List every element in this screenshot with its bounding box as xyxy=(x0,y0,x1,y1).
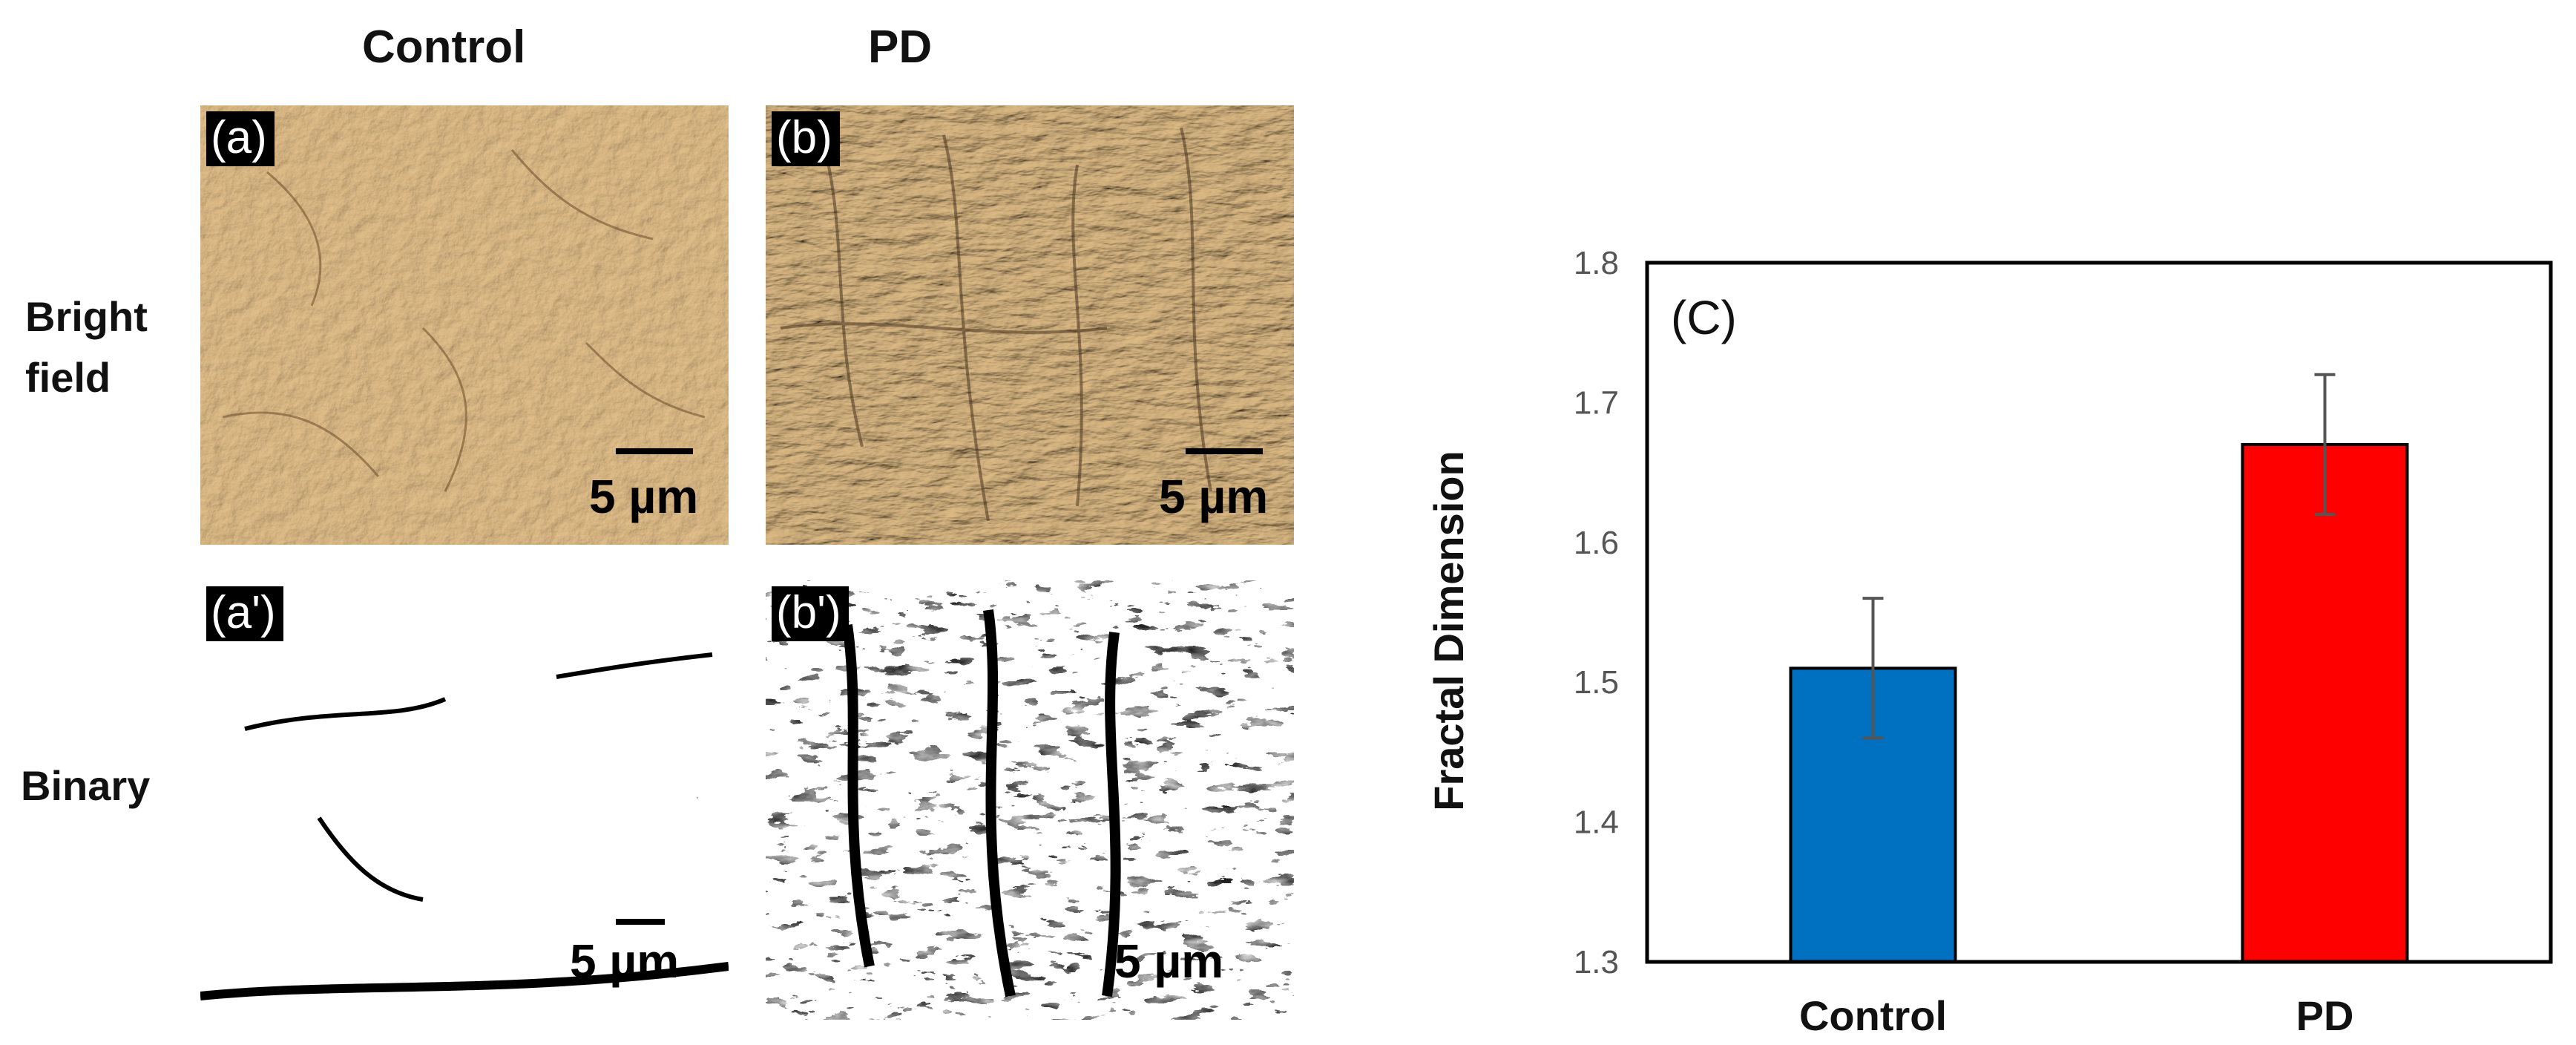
row-label-binary: Binary xyxy=(21,762,151,809)
plot-frame xyxy=(1645,261,2553,964)
x-tick-label-control: Control xyxy=(1799,992,1947,1039)
panel-tag-b-prime: (b') xyxy=(772,586,849,641)
scale-bar-b xyxy=(1186,448,1263,454)
column-heading-pd: PD xyxy=(868,22,933,73)
binary-image-pd xyxy=(766,580,1294,1020)
panel-b-bright-field-pd: (b) 5 µm xyxy=(766,105,1294,545)
panel-tag-a: (a) xyxy=(206,111,275,166)
scale-label-b: 5 µm xyxy=(1159,470,1269,523)
panel-a-prime-binary-control: (a') 5 µm xyxy=(200,580,729,1020)
panel-label-c: (C) xyxy=(1671,291,1737,344)
panel-a-bright-field-control: (a) 5 µm xyxy=(200,105,729,545)
column-heading-control: Control xyxy=(362,22,526,73)
row-label-bright-line-1: Bright xyxy=(25,293,148,340)
scale-label-b-prime: 5 µm xyxy=(1114,934,1224,988)
y-tick-label: 1.7 xyxy=(1574,384,1619,421)
row-label-bright-line-2: field xyxy=(25,354,111,401)
scale-bar-a xyxy=(616,448,693,454)
binary-image-control xyxy=(200,580,729,1020)
scale-bar-a-prime xyxy=(616,919,665,925)
fractal-dimension-chart: Control PD 1.3 1.4 1.5 1.6 1.7 1.8 Fractal Dimen… xyxy=(1410,223,2567,1039)
micrograph-pd-bright xyxy=(766,105,1294,545)
chart-canvas: Control PD 1.3 1.4 1.5 1.6 1.7 1.8 Fractal Dimen… xyxy=(1425,245,2553,1039)
row-label-bright-field: Bright field xyxy=(25,286,148,408)
y-tick-label: 1.3 xyxy=(1574,944,1619,980)
panel-tag-a-prime: (a') xyxy=(206,586,283,641)
bar-pd xyxy=(2241,442,2409,964)
y-tick-label: 1.5 xyxy=(1574,664,1619,701)
micrograph-control-bright xyxy=(200,105,729,545)
x-tick-label-pd: PD xyxy=(2296,992,2354,1039)
scale-label-a-prime: 5 µm xyxy=(570,934,680,988)
panel-tag-b: (b) xyxy=(772,111,840,166)
scale-label-a: 5 µm xyxy=(589,470,699,523)
y-tick-label: 1.6 xyxy=(1574,525,1619,561)
y-axis-label: Fractal Dimension xyxy=(1425,451,1472,810)
y-tick-label: 1.4 xyxy=(1574,805,1619,841)
y-tick-label: 1.8 xyxy=(1574,245,1619,281)
panel-b-prime-binary-pd: (b') 5 µm xyxy=(766,580,1294,1020)
